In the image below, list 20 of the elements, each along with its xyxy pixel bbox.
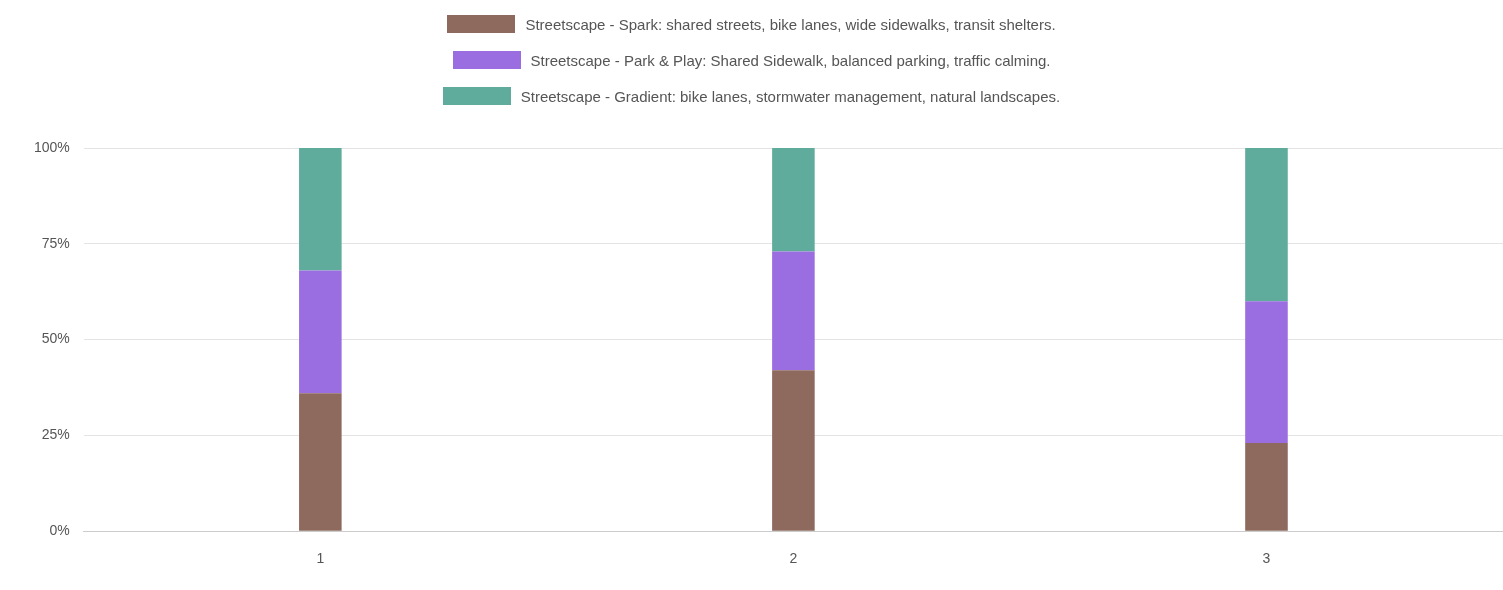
bar	[772, 251, 815, 371]
x-tick-label: 2	[789, 550, 798, 567]
y-tick-label: 25%	[41, 426, 70, 443]
y-tick-label: 100%	[33, 138, 70, 155]
bar	[299, 393, 342, 531]
bar	[299, 148, 342, 271]
bar	[772, 370, 815, 531]
x-tick-label: 3	[1262, 550, 1271, 567]
bar	[1245, 443, 1288, 531]
legend-label: Streetscape - Spark: shared streets, bike lanes, wide sidewalks, transit shelters.	[525, 15, 1056, 33]
y-tick-label: 75%	[41, 234, 70, 251]
bar	[1245, 301, 1288, 444]
bar	[299, 270, 342, 394]
y-tick-label: 50%	[41, 330, 70, 347]
legend-label: Streetscape - Park & Play: Shared Sidewalk, balanced parking, traffic calming.	[530, 51, 1051, 69]
bar	[772, 148, 815, 252]
x-tick-label: 1	[316, 550, 325, 567]
bar	[1245, 148, 1288, 302]
legend-label: Streetscape - Gradient: bike lanes, stormwater management, natural landscapes.	[520, 87, 1061, 105]
y-tick-label: 0%	[49, 522, 70, 539]
